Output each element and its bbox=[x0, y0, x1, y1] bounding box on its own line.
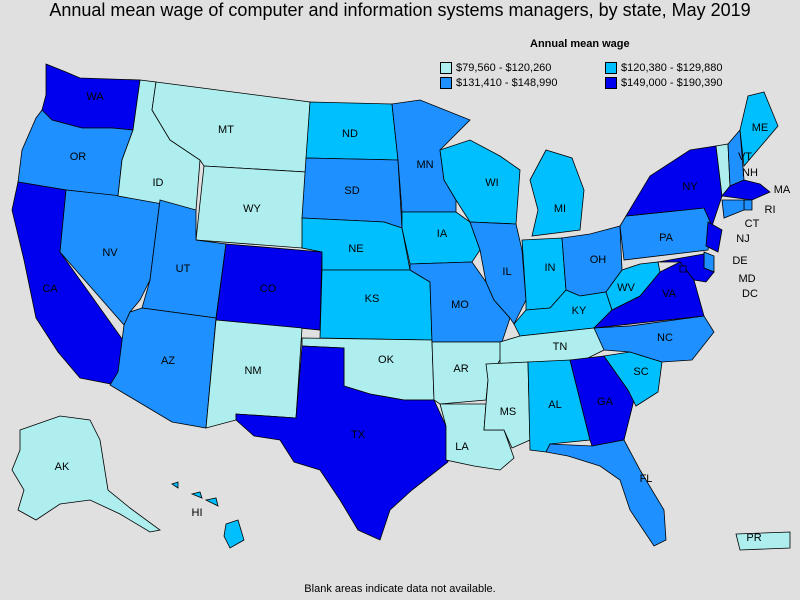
state-label-nd: ND bbox=[342, 128, 358, 140]
state-tx[interactable] bbox=[235, 345, 449, 541]
footnote: Blank areas indicate data not available. bbox=[304, 583, 496, 595]
state-label-mo: MO bbox=[451, 299, 469, 311]
state-label-ak: AK bbox=[55, 461, 70, 473]
legend-label-1: $79,560 - $120,260 bbox=[456, 62, 552, 74]
legend-swatch-3 bbox=[440, 77, 452, 89]
legend-swatch-4 bbox=[605, 77, 617, 89]
state-label-ga: GA bbox=[597, 396, 614, 408]
legend-label-4: $149,000 - $190,390 bbox=[621, 77, 723, 89]
state-label-in: IN bbox=[545, 262, 556, 274]
state-il[interactable] bbox=[469, 221, 527, 325]
state-me[interactable] bbox=[739, 91, 779, 167]
state-label-dc: DC bbox=[742, 288, 758, 300]
state-label-nj: NJ bbox=[736, 233, 749, 245]
legend-title: Annual mean wage bbox=[530, 38, 630, 50]
state-label-tn: TN bbox=[553, 341, 568, 353]
legend-item-4: $149,000 - $190,390 bbox=[605, 77, 790, 89]
state-label-id: ID bbox=[153, 177, 164, 189]
state-label-sd: SD bbox=[344, 185, 359, 197]
state-label-ca: CA bbox=[42, 283, 58, 295]
state-label-ky: KY bbox=[572, 305, 587, 317]
state-label-il: IL bbox=[502, 266, 511, 278]
state-label-nc: NC bbox=[657, 332, 673, 344]
state-label-ok: OK bbox=[378, 354, 395, 366]
state-mo[interactable] bbox=[409, 261, 511, 343]
state-label-de: DE bbox=[732, 255, 747, 267]
state-label-mi: MI bbox=[554, 203, 566, 215]
state-label-ma: MA bbox=[774, 184, 791, 196]
state-ia[interactable] bbox=[401, 211, 481, 265]
state-ak[interactable] bbox=[11, 415, 161, 533]
legend-swatch-1 bbox=[440, 62, 452, 74]
state-label-tx: TX bbox=[351, 429, 366, 441]
state-nj[interactable] bbox=[705, 221, 723, 253]
state-label-ne: NE bbox=[348, 243, 363, 255]
state-label-ct: CT bbox=[745, 218, 760, 230]
state-label-hi: HI bbox=[192, 507, 203, 519]
legend: Annual mean wage $79,560 - $120,260 $120… bbox=[440, 38, 790, 89]
state-label-wa: WA bbox=[86, 91, 104, 103]
state-label-nm: NM bbox=[244, 365, 261, 377]
map-title: Annual mean wage of computer and informa… bbox=[49, 0, 751, 20]
state-fl[interactable] bbox=[545, 439, 667, 547]
state-labels: WA OR CA NV ID MT WY UT AZ CO NM ND SD NE KS OK TX MN IA MO… bbox=[42, 91, 791, 544]
state-label-ar: AR bbox=[453, 363, 468, 375]
state-label-wy: WY bbox=[243, 203, 261, 215]
legend-label-2: $120,380 - $129,880 bbox=[621, 62, 723, 74]
state-label-me: ME bbox=[752, 122, 769, 134]
legend-item-3: $131,410 - $148,990 bbox=[440, 77, 605, 89]
state-label-nv: NV bbox=[102, 247, 118, 259]
state-label-mt: MT bbox=[218, 124, 234, 136]
state-label-or: OR bbox=[70, 151, 87, 163]
state-label-va: VA bbox=[662, 288, 677, 300]
legend-swatch-2 bbox=[605, 62, 617, 74]
state-label-sc: SC bbox=[633, 366, 648, 378]
state-label-co: CO bbox=[260, 283, 277, 295]
state-label-ut: UT bbox=[176, 263, 191, 275]
state-label-az: AZ bbox=[161, 355, 175, 367]
state-label-al: AL bbox=[548, 399, 561, 411]
state-label-wi: WI bbox=[485, 177, 498, 189]
state-hi[interactable] bbox=[171, 481, 245, 549]
state-az[interactable] bbox=[109, 307, 217, 429]
state-label-pa: PA bbox=[659, 232, 674, 244]
state-ks[interactable] bbox=[319, 269, 433, 341]
state-label-ks: KS bbox=[365, 293, 380, 305]
state-label-fl: FL bbox=[640, 473, 653, 485]
state-mi[interactable] bbox=[529, 149, 585, 237]
state-label-mn: MN bbox=[416, 159, 433, 171]
state-ri[interactable] bbox=[743, 199, 753, 211]
legend-item-1: $79,560 - $120,260 bbox=[440, 62, 605, 74]
state-label-ny: NY bbox=[682, 181, 698, 193]
state-label-ri: RI bbox=[765, 204, 776, 216]
state-label-ms: MS bbox=[500, 406, 517, 418]
legend-label-3: $131,410 - $148,990 bbox=[456, 77, 558, 89]
state-nc[interactable] bbox=[593, 315, 715, 363]
state-label-vt: VT bbox=[738, 151, 752, 163]
state-label-la: LA bbox=[455, 441, 469, 453]
state-label-ia: IA bbox=[437, 228, 448, 240]
state-dc[interactable] bbox=[679, 265, 687, 273]
state-label-md: MD bbox=[738, 273, 755, 285]
state-label-nh: NH bbox=[742, 167, 758, 179]
state-pr[interactable] bbox=[735, 531, 791, 551]
state-wv[interactable] bbox=[605, 261, 661, 311]
state-label-wv: WV bbox=[617, 282, 635, 294]
legend-item-2: $120,380 - $129,880 bbox=[605, 62, 790, 74]
state-label-pr: PR bbox=[746, 532, 761, 544]
state-ct[interactable] bbox=[721, 199, 745, 219]
state-label-oh: OH bbox=[590, 254, 607, 266]
